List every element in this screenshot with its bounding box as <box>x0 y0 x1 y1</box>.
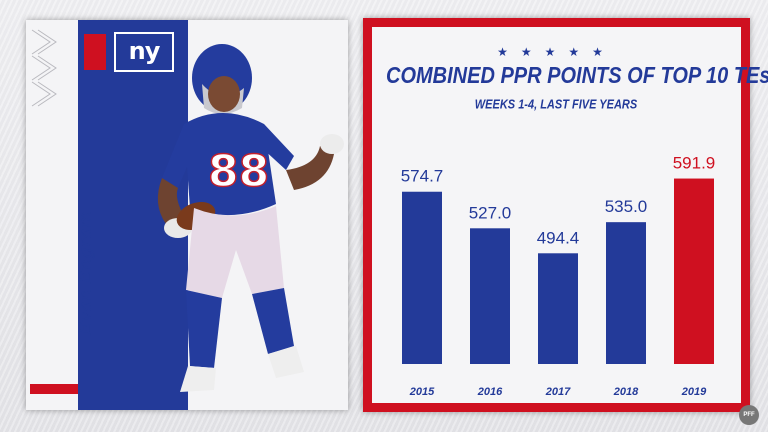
bar-2019 <box>674 178 714 364</box>
jersey-number: 88 <box>208 146 269 197</box>
player-photo: 88 <box>157 44 344 392</box>
chart-card: ★★★★★ COMBINED PPR POINTS OF TOP 10 TEs … <box>363 18 768 412</box>
chevron-pattern-icon <box>31 29 57 107</box>
x-tick-label-2018: 2018 <box>613 386 639 398</box>
bar-2018 <box>606 222 646 364</box>
red-accent-square <box>84 34 106 70</box>
red-accent-bar <box>30 384 78 394</box>
bar-2016 <box>470 228 510 364</box>
data-label-2019: 591.9 <box>673 154 716 173</box>
chart-title: COMBINED PPR POINTS OF TOP 10 TEs <box>386 63 768 89</box>
chart-subtitle: WEEKS 1-4, LAST FIVE YEARS <box>474 98 638 112</box>
data-label-2016: 527.0 <box>469 203 512 222</box>
x-tick-label-2015: 2015 <box>409 386 435 398</box>
data-label-2015: 574.7 <box>401 167 444 186</box>
x-tick-label-2019: 2019 <box>681 386 707 398</box>
data-label-2018: 535.0 <box>605 197 648 216</box>
data-label-2017: 494.4 <box>537 228 580 247</box>
stars-decoration: ★★★★★ <box>497 45 616 59</box>
bar-chart: 574.7 2015 527.0 2016 494.4 2017 535.0 2018 591.… <box>401 154 716 398</box>
bar-2015 <box>402 191 442 364</box>
x-tick-label-2017: 2017 <box>545 386 571 398</box>
player-card: ny Evan Engram 88 <box>26 20 348 410</box>
player-name: Evan Engram <box>75 210 96 335</box>
bar-2017 <box>538 253 578 364</box>
team-logo: ny <box>114 32 174 72</box>
team-logo-text: ny <box>128 37 161 65</box>
pff-watermark: PFF <box>739 405 759 425</box>
x-tick-label-2016: 2016 <box>477 386 503 398</box>
